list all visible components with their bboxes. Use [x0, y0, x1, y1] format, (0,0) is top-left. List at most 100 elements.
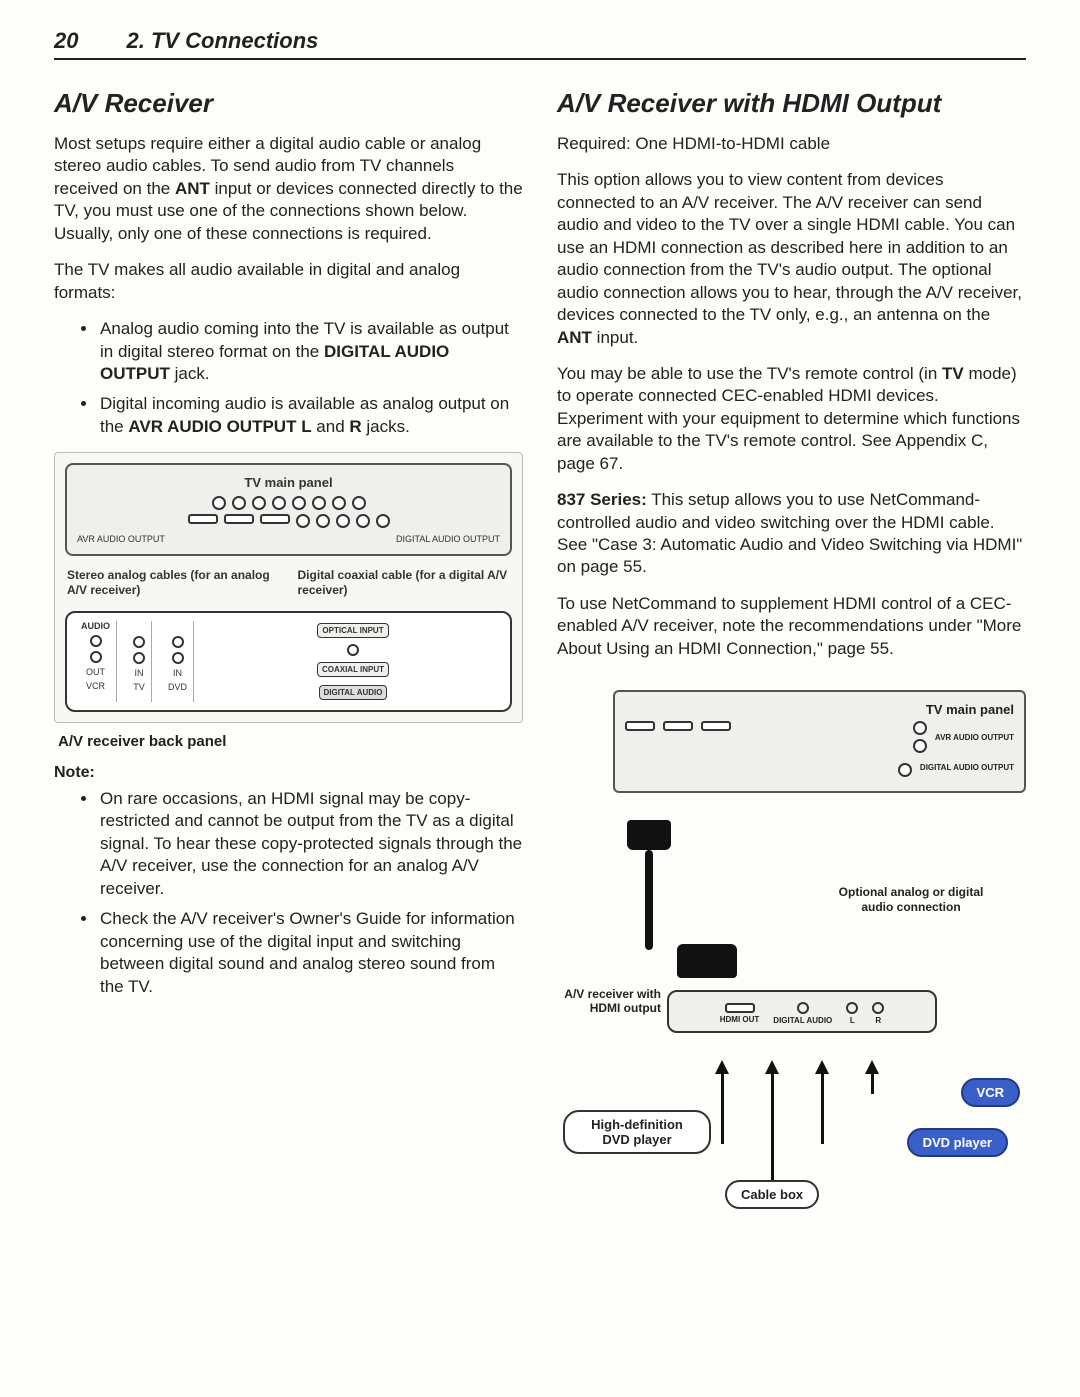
digital-audio-output-label: DIGITAL AUDIO OUTPUT — [920, 763, 1014, 777]
hdmi-port-icon — [260, 514, 290, 524]
avr-col-tv: IN TV — [127, 621, 152, 702]
two-column-layout: A/V Receiver Most setups require either … — [54, 82, 1026, 1210]
rca-icon — [172, 636, 184, 648]
arrow-up-icon — [715, 1060, 729, 1074]
arrow-up-icon — [865, 1060, 879, 1074]
connector-line — [821, 1074, 824, 1144]
port-row — [77, 514, 500, 528]
rca-icon — [846, 1002, 858, 1014]
bold-ant: ANT — [175, 179, 210, 198]
tv-main-panel: TV main panel — [65, 463, 512, 556]
right-column: A/V Receiver with HDMI Output Required: … — [557, 82, 1026, 1210]
hdmi-port-icon — [625, 721, 655, 731]
required-line: Required: One HDMI-to-HDMI cable — [557, 133, 1026, 155]
coaxial-input-label: COAXIAL INPUT — [317, 662, 389, 677]
port-icon — [332, 496, 346, 510]
rca-icon — [347, 644, 359, 656]
avr-col-dvd: IN DVD — [162, 621, 194, 702]
text: You may be able to use the TV's remote c… — [557, 364, 942, 383]
optical-input-label: OPTICAL INPUT — [317, 623, 388, 638]
avr-back-panel: AUDIO OUT VCR IN TV IN — [65, 611, 512, 712]
diagram-av-receiver-connections: TV main panel — [54, 452, 523, 723]
port-icon — [252, 496, 266, 510]
right-paragraph-1: This option allows you to view content f… — [557, 169, 1026, 349]
connector-line — [721, 1074, 724, 1144]
hdmi-port-icon — [663, 721, 693, 731]
list-item: Analog audio coming into the TV is avail… — [98, 318, 523, 385]
out-label: OUT — [86, 667, 105, 677]
rca-icon — [90, 635, 102, 647]
bold-ant: ANT — [557, 328, 592, 347]
text: jack. — [170, 364, 210, 383]
note-list: On rare occasions, an HDMI signal may be… — [54, 788, 523, 998]
port-icon — [292, 496, 306, 510]
in-label: IN — [135, 668, 144, 678]
port-icon — [316, 514, 330, 528]
port-icon — [356, 514, 370, 528]
avr-audio-output-label: AVR AUDIO OUTPUT — [77, 534, 165, 544]
bold-avr-l: AVR AUDIO OUTPUT L — [128, 417, 311, 436]
port-icon — [336, 514, 350, 528]
digital-audio-label: DIGITAL AUDIO — [319, 685, 388, 700]
port-icon — [232, 496, 246, 510]
optional-audio-annotation: Optional analog or digital audio connect… — [826, 885, 996, 914]
rca-icon — [872, 1002, 884, 1014]
port-icon — [272, 496, 286, 510]
digital-coax-annotation: Digital coaxial cable (for a digital A/V… — [298, 568, 511, 597]
avr-audio-output-label: AVR AUDIO OUTPUT — [935, 733, 1014, 742]
device-vcr: VCR — [961, 1078, 1020, 1107]
bold-837-series: 837 Series: — [557, 490, 647, 509]
tv-main-panel: TV main panel AVR AUDIO OUTPUT DIGITAL A… — [613, 690, 1026, 793]
left-paragraph-1: Most setups require either a digital aud… — [54, 133, 523, 245]
right-paragraph-3: 837 Series: This setup allows you to use… — [557, 489, 1026, 579]
bold-tv: TV — [942, 364, 964, 383]
hdmi-port-icon — [725, 1003, 755, 1013]
arrow-up-icon — [815, 1060, 829, 1074]
rca-icon — [133, 636, 145, 648]
diagram-av-receiver-hdmi: TV main panel AVR AUDIO OUTPUT DIGITAL A… — [557, 690, 1026, 1210]
cable-annotations: Stereo analog cables (for an analog A/V … — [67, 568, 510, 597]
port-icon — [376, 514, 390, 528]
hdmi-plug-icon — [627, 820, 671, 850]
chapter-title: 2. TV Connections — [126, 28, 318, 54]
hdmi-plug-icon — [677, 944, 737, 978]
right-paragraph-2: You may be able to use the TV's remote c… — [557, 363, 1026, 475]
page-number: 20 — [54, 28, 78, 54]
port-icon — [352, 496, 366, 510]
avr-col-digital: OPTICAL INPUT COAXIAL INPUT DIGITAL AUDI… — [204, 621, 502, 702]
port-icon — [296, 514, 310, 528]
rca-icon — [90, 651, 102, 663]
page-header: 20 2. TV Connections — [54, 28, 1026, 60]
text: input. — [592, 328, 638, 347]
arrow-up-icon — [765, 1060, 779, 1074]
in-label: IN — [173, 668, 182, 678]
rca-icon — [797, 1002, 809, 1014]
device-high-def-dvd: High-definition DVD player — [563, 1110, 711, 1154]
digital-audio-label: DIGITAL AUDIO — [773, 1016, 832, 1025]
device-cable-box: Cable box — [725, 1180, 819, 1209]
device-dvd-player: DVD player — [907, 1128, 1008, 1157]
tv-label: TV — [133, 682, 145, 692]
avr-col-vcr: AUDIO OUT VCR — [75, 621, 117, 702]
connector-line — [871, 1074, 874, 1094]
vcr-label: VCR — [86, 681, 105, 691]
port-row — [77, 496, 500, 510]
section-heading-av-receiver-hdmi: A/V Receiver with HDMI Output — [557, 88, 1026, 119]
tv-main-panel-title: TV main panel — [77, 475, 500, 490]
r-label: R — [872, 1016, 884, 1025]
port-icon — [898, 763, 912, 777]
tv-main-panel-title: TV main panel — [625, 702, 1014, 717]
bold-avr-r: R — [349, 417, 361, 436]
left-bullet-list: Analog audio coming into the TV is avail… — [54, 318, 523, 438]
right-paragraph-4: To use NetCommand to supplement HDMI con… — [557, 593, 1026, 660]
hdmi-port-icon — [224, 514, 254, 524]
text: and — [312, 417, 350, 436]
hdmi-port-icon — [188, 514, 218, 524]
left-paragraph-2: The TV makes all audio available in digi… — [54, 259, 523, 304]
hdmi-out-label: HDMI OUT — [720, 1015, 760, 1024]
rca-icon — [133, 652, 145, 664]
section-heading-av-receiver: A/V Receiver — [54, 88, 523, 119]
dvd-label: DVD — [168, 682, 187, 692]
text: This option allows you to view content f… — [557, 170, 1022, 324]
connector-line — [771, 1074, 774, 1194]
